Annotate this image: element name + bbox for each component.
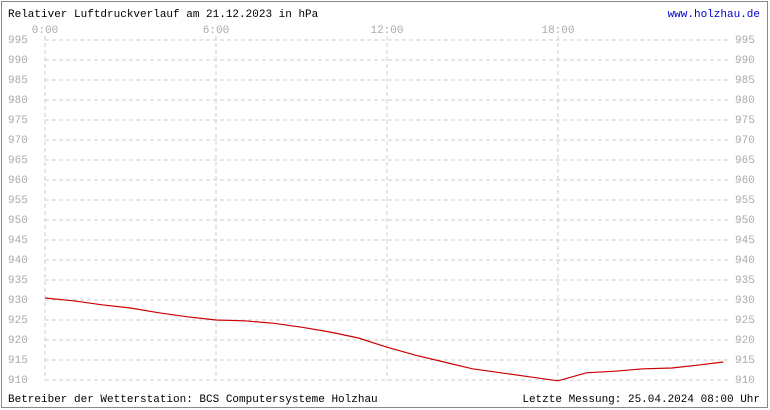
x-tick-label: 12:00 xyxy=(370,25,403,37)
chart-title: Relativer Luftdruckverlauf am 21.12.2023… xyxy=(8,9,319,21)
y-tick-label-right: 955 xyxy=(735,195,755,207)
y-tick-label-right: 960 xyxy=(735,175,755,187)
y-tick-label-right: 985 xyxy=(735,75,755,87)
y-tick-label-right: 935 xyxy=(735,275,755,287)
y-tick-label-right: 940 xyxy=(735,255,755,267)
y-tick-label: 990 xyxy=(8,55,28,67)
y-tick-label: 980 xyxy=(8,95,28,107)
y-tick-label: 965 xyxy=(8,155,28,167)
y-tick-label-right: 970 xyxy=(735,135,755,147)
y-tick-label: 945 xyxy=(8,235,28,247)
y-tick-label-right: 930 xyxy=(735,295,755,307)
y-tick-label-right: 995 xyxy=(735,35,755,47)
x-tick-label: 6:00 xyxy=(203,25,229,37)
y-tick-label-right: 965 xyxy=(735,155,755,167)
y-tick-label-right: 920 xyxy=(735,335,755,347)
y-tick-label: 950 xyxy=(8,215,28,227)
y-tick-label-right: 945 xyxy=(735,235,755,247)
y-tick-label: 960 xyxy=(8,175,28,187)
y-tick-label-right: 910 xyxy=(735,375,755,387)
line xyxy=(44,297,724,382)
operator: Betreiber der Wetterstation: BCS Compute… xyxy=(8,394,378,406)
y-tick-label: 935 xyxy=(8,275,28,287)
y-tick-label: 975 xyxy=(8,115,28,127)
y-tick-label-right: 980 xyxy=(735,95,755,107)
y-tick-label-right: 925 xyxy=(735,315,755,327)
y-tick-label: 985 xyxy=(8,75,28,87)
y-tick-label: 910 xyxy=(8,375,28,387)
y-tick-label: 995 xyxy=(8,35,28,47)
last-measurement: Letzte Messung: 25.04.2024 08:00 Uhr xyxy=(522,394,760,406)
y-tick-label-right: 915 xyxy=(735,355,755,367)
y-tick-label-right: 990 xyxy=(735,55,755,67)
y-tick-label: 940 xyxy=(8,255,28,267)
x-tick-label: 0:00 xyxy=(32,25,58,37)
y-tick-label-right: 950 xyxy=(735,215,755,227)
y-tick-label: 920 xyxy=(8,335,28,347)
site-link[interactable]: www.holzhau.de xyxy=(668,9,760,21)
y-tick-label: 915 xyxy=(8,355,28,367)
x-tick-label: 18:00 xyxy=(541,25,574,37)
y-tick-label-right: 975 xyxy=(735,115,755,127)
y-tick-label: 955 xyxy=(8,195,28,207)
y-tick-label: 930 xyxy=(8,295,28,307)
y-tick-label: 925 xyxy=(8,315,28,327)
y-tick-label: 970 xyxy=(8,135,28,147)
